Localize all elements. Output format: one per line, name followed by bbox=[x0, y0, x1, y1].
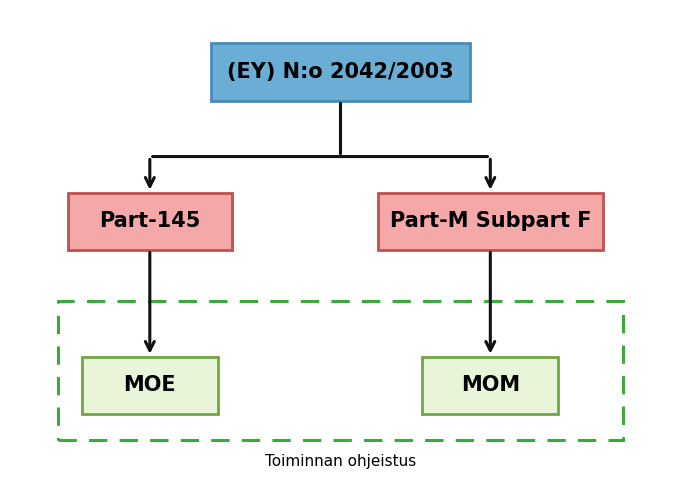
Text: Part-145: Part-145 bbox=[99, 211, 200, 231]
Text: Toiminnan ohjeistus: Toiminnan ohjeistus bbox=[265, 454, 416, 469]
FancyBboxPatch shape bbox=[211, 43, 470, 100]
Text: MOM: MOM bbox=[461, 375, 520, 395]
Text: MOE: MOE bbox=[123, 375, 176, 395]
Text: (EY) N:o 2042/2003: (EY) N:o 2042/2003 bbox=[227, 62, 454, 82]
FancyBboxPatch shape bbox=[378, 192, 603, 249]
Text: Part-M Subpart F: Part-M Subpart F bbox=[390, 211, 591, 231]
FancyBboxPatch shape bbox=[82, 357, 218, 414]
FancyBboxPatch shape bbox=[422, 357, 558, 414]
FancyBboxPatch shape bbox=[68, 192, 232, 249]
